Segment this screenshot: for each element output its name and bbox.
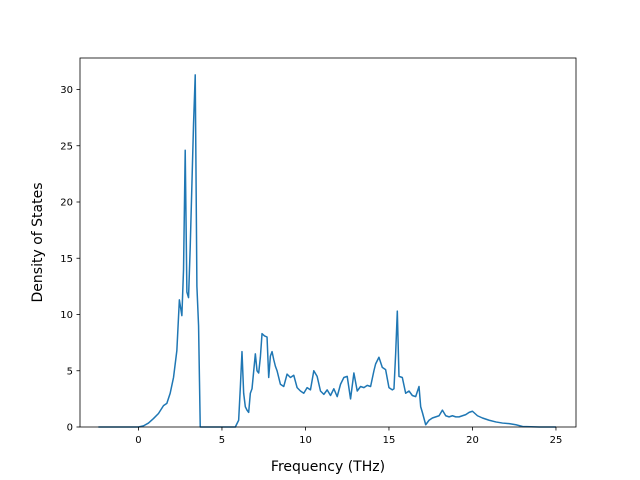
x-tick-label: 0	[135, 435, 141, 446]
y-tick-label: 25	[60, 141, 73, 152]
y-tick-label: 0	[67, 423, 73, 434]
x-axis-label: Frequency (THz)	[271, 459, 385, 475]
dos-series-line-0	[98, 74, 556, 428]
x-tick-label: 10	[299, 435, 312, 446]
x-tick-label: 5	[219, 435, 225, 446]
x-tick-label: 25	[550, 435, 563, 446]
x-tick-label: 15	[383, 435, 396, 446]
y-tick-label: 30	[60, 85, 73, 96]
y-axis-label: Density of States	[30, 183, 46, 303]
y-axis-ticks: 0 5 10 15 20 25 30	[60, 85, 80, 434]
x-axis-ticks: 0 5 10 15 20 25	[135, 427, 562, 446]
y-tick-label: 15	[60, 254, 73, 265]
y-tick-label: 20	[60, 198, 73, 209]
y-tick-label: 5	[67, 366, 73, 377]
y-tick-label: 10	[60, 310, 73, 321]
series-layer	[98, 74, 556, 428]
x-tick-label: 20	[466, 435, 479, 446]
plot-frame	[79, 57, 577, 428]
